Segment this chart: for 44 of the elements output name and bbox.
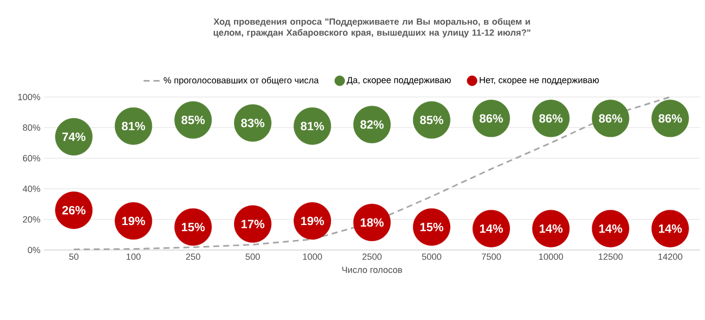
data-label: 86%: [658, 114, 682, 123]
data-label: 86%: [539, 114, 563, 123]
x-tick-label: 100: [126, 254, 141, 260]
data-label: 17%: [242, 220, 264, 228]
chart-title: Ход проведения опроса "Поддерживаете ли Вы морально, в общем и целом, граждан Хабаровского края, вышедших на улицу 11-12 июля?": [214, 18, 530, 38]
legend-label: Нет, скорее не поддерживаю: [480, 76, 599, 85]
data-label: 26%: [62, 206, 86, 214]
data-label: 86%: [480, 114, 503, 123]
x-tick-label: 5000: [422, 254, 442, 260]
data-label: 14%: [599, 224, 622, 233]
data-label: 85%: [182, 116, 205, 124]
data-label: 14%: [658, 224, 682, 233]
data-label: 81%: [122, 122, 146, 130]
x-tick-label: 2500: [362, 254, 382, 260]
data-label: 19%: [301, 216, 324, 226]
y-tick-label: 40%: [22, 186, 40, 192]
x-tick-label: 500: [246, 254, 260, 260]
y-tick-label: 100%: [18, 94, 40, 100]
data-label: 15%: [182, 222, 205, 232]
x-tick-label: 7500: [482, 254, 501, 260]
x-tick-label: 14200: [658, 254, 682, 260]
x-tick-label: 50: [69, 254, 78, 260]
data-label: 14%: [540, 224, 563, 233]
x-tick-label: 1000: [303, 254, 322, 260]
x-axis-title: Число голосов: [342, 266, 402, 273]
data-label: 86%: [598, 114, 622, 123]
y-tick-label: 20%: [22, 216, 40, 223]
x-tick-label: 10000: [539, 254, 564, 260]
data-label: 18%: [360, 218, 384, 227]
y-tick-label: 60%: [22, 155, 40, 162]
y-tick-label: 80%: [22, 124, 40, 131]
data-label: 19%: [122, 216, 146, 226]
legend-label: % проголосовавших от общего числа: [164, 76, 319, 86]
data-label: 85%: [420, 116, 444, 124]
x-tick-label: 250: [186, 254, 200, 260]
y-tick-label: 0%: [28, 246, 40, 254]
x-tick-label: 12500: [598, 254, 623, 260]
data-label: 82%: [360, 120, 384, 129]
data-label: 14%: [480, 224, 503, 233]
data-label: 74%: [62, 132, 86, 141]
data-label: 15%: [420, 222, 444, 232]
data-label: 81%: [300, 122, 324, 130]
data-label: 83%: [241, 118, 264, 128]
legend-label: Да, скорее поддерживаю: [346, 76, 451, 85]
